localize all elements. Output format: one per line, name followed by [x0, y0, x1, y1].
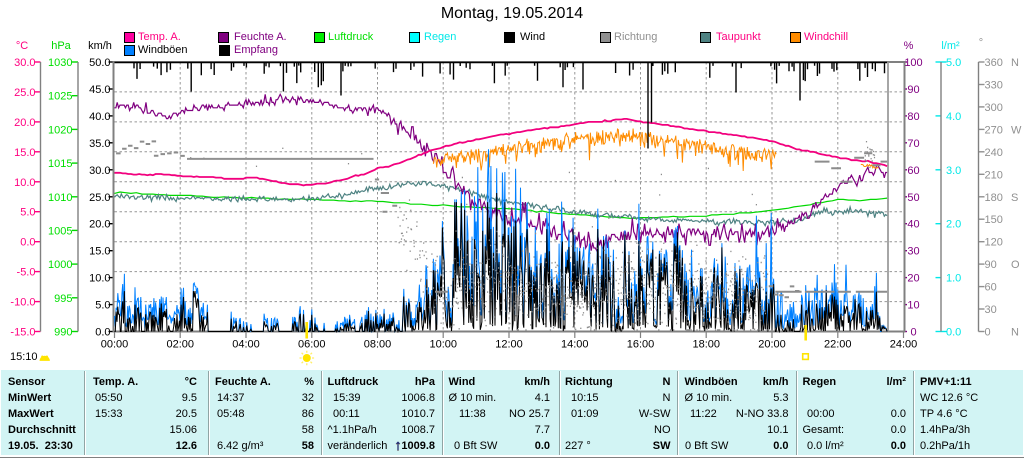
- svg-text:25.0: 25.0: [14, 87, 35, 99]
- svg-text:50: 50: [907, 192, 919, 204]
- svg-text:-15.0: -15.0: [10, 327, 35, 339]
- svg-text:40: 40: [907, 219, 919, 231]
- svg-text:120: 120: [985, 237, 1003, 249]
- svg-text:360: 360: [985, 57, 1003, 69]
- svg-text:995: 995: [54, 293, 72, 305]
- svg-text:180: 180: [985, 192, 1003, 204]
- svg-text:10.0: 10.0: [14, 177, 35, 189]
- svg-text:100: 100: [904, 57, 922, 69]
- svg-text:990: 990: [54, 327, 72, 339]
- svg-text:14:00: 14:00: [561, 339, 589, 351]
- svg-text:-10.0: -10.0: [10, 297, 35, 309]
- svg-text:90: 90: [907, 84, 919, 96]
- svg-text:150: 150: [985, 214, 1003, 226]
- svg-text:N: N: [1011, 57, 1019, 69]
- svg-text:0.0: 0.0: [95, 327, 110, 339]
- svg-text:°C: °C: [16, 40, 28, 52]
- svg-text:20:00: 20:00: [758, 339, 786, 351]
- svg-text:270: 270: [985, 124, 1003, 136]
- svg-text:10:00: 10:00: [429, 339, 457, 351]
- svg-text:0.0: 0.0: [946, 327, 961, 339]
- svg-text:10.0: 10.0: [89, 273, 110, 285]
- svg-text:300: 300: [985, 102, 1003, 114]
- svg-text:1010: 1010: [48, 192, 72, 204]
- svg-text:15.0: 15.0: [14, 147, 35, 159]
- svg-text:16:00: 16:00: [627, 339, 655, 351]
- svg-text:W: W: [1011, 124, 1022, 136]
- svg-text:90: 90: [985, 259, 997, 271]
- svg-text:50.0: 50.0: [89, 57, 110, 69]
- svg-text:70: 70: [907, 138, 919, 150]
- svg-text:08:00: 08:00: [364, 339, 392, 351]
- svg-text:12:00: 12:00: [495, 339, 523, 351]
- svg-text:%: %: [904, 40, 914, 52]
- svg-text:15:10: 15:10: [10, 351, 38, 363]
- svg-text:24:00: 24:00: [890, 339, 918, 351]
- svg-text:20: 20: [907, 273, 919, 285]
- svg-text:1000: 1000: [48, 259, 72, 271]
- svg-text:0: 0: [910, 327, 916, 339]
- svg-text:210: 210: [985, 169, 1003, 181]
- svg-text:4.0: 4.0: [946, 111, 961, 123]
- svg-text:°: °: [979, 37, 983, 49]
- svg-text:1.0: 1.0: [946, 273, 961, 285]
- svg-text:45.0: 45.0: [89, 84, 110, 96]
- svg-text:04:00: 04:00: [232, 339, 260, 351]
- svg-text:20.0: 20.0: [89, 219, 110, 231]
- svg-text:5.0: 5.0: [20, 207, 35, 219]
- svg-text:60: 60: [907, 165, 919, 177]
- svg-text:02:00: 02:00: [166, 339, 194, 351]
- svg-text:1015: 1015: [48, 158, 72, 170]
- svg-text:5.0: 5.0: [95, 300, 110, 312]
- svg-text:S: S: [1011, 192, 1018, 204]
- svg-text:60: 60: [985, 282, 997, 294]
- svg-text:N: N: [1011, 327, 1019, 339]
- svg-text:1030: 1030: [48, 57, 72, 69]
- svg-text:30: 30: [907, 246, 919, 258]
- svg-text:30: 30: [985, 304, 997, 316]
- svg-text:30.0: 30.0: [14, 57, 35, 69]
- svg-text:1020: 1020: [48, 124, 72, 136]
- svg-text:00:00: 00:00: [101, 339, 129, 351]
- svg-text:20.0: 20.0: [14, 117, 35, 129]
- svg-text:1025: 1025: [48, 91, 72, 103]
- svg-text:O: O: [1011, 259, 1020, 271]
- svg-text:5.0: 5.0: [946, 57, 961, 69]
- svg-text:25.0: 25.0: [89, 192, 110, 204]
- svg-text:35.0: 35.0: [89, 138, 110, 150]
- svg-text:l/m²: l/m²: [941, 40, 960, 52]
- svg-text:18:00: 18:00: [692, 339, 720, 351]
- svg-text:40.0: 40.0: [89, 111, 110, 123]
- svg-text:-5.0: -5.0: [17, 267, 36, 279]
- svg-text:0.0: 0.0: [20, 237, 35, 249]
- svg-text:06:00: 06:00: [298, 339, 326, 351]
- svg-text:0: 0: [985, 327, 991, 339]
- svg-text:30.0: 30.0: [89, 165, 110, 177]
- svg-text:22:00: 22:00: [824, 339, 852, 351]
- svg-text:hPa: hPa: [51, 40, 71, 52]
- svg-text:2.0: 2.0: [946, 219, 961, 231]
- svg-text:km/h: km/h: [88, 40, 112, 52]
- svg-text:10: 10: [907, 300, 919, 312]
- svg-text:80: 80: [907, 111, 919, 123]
- svg-text:240: 240: [985, 147, 1003, 159]
- svg-text:330: 330: [985, 79, 1003, 91]
- svg-text:1005: 1005: [48, 225, 72, 237]
- svg-text:3.0: 3.0: [946, 165, 961, 177]
- svg-text:15.0: 15.0: [89, 246, 110, 258]
